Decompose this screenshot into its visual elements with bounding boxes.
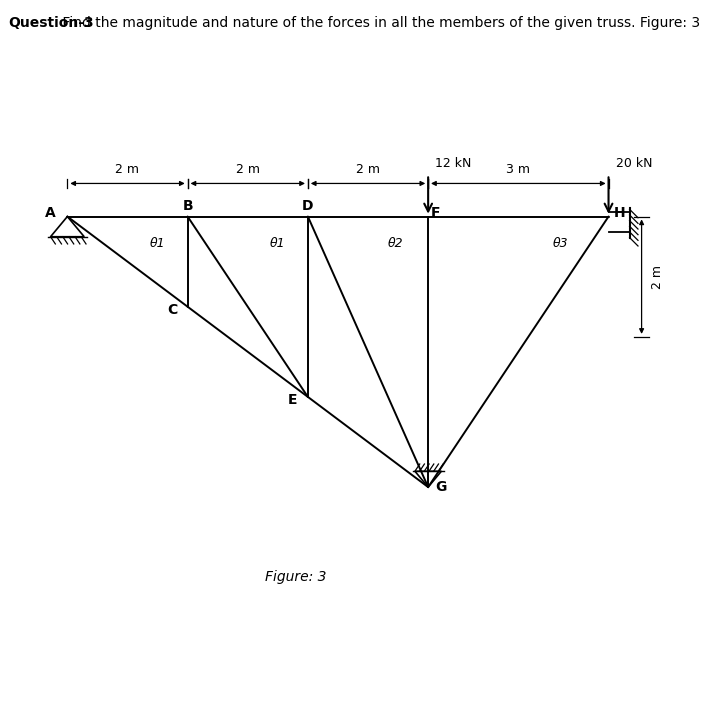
- Text: 3 m: 3 m: [506, 163, 531, 176]
- Text: B: B: [182, 198, 193, 213]
- Text: 2 m: 2 m: [356, 163, 380, 176]
- Text: Figure: 3: Figure: 3: [265, 571, 327, 584]
- Text: Question-3: Question-3: [9, 16, 94, 30]
- Text: F: F: [431, 206, 440, 220]
- Text: θ3: θ3: [552, 237, 568, 250]
- Text: Find the magnitude and nature of the forces in all the members of the given trus: Find the magnitude and nature of the for…: [58, 16, 700, 30]
- Text: C: C: [167, 303, 177, 316]
- Text: θ1: θ1: [270, 237, 286, 250]
- Text: 2 m: 2 m: [236, 163, 260, 176]
- Text: 2 m: 2 m: [651, 265, 664, 289]
- Text: E: E: [288, 393, 298, 407]
- Text: θ1: θ1: [150, 237, 165, 250]
- Text: D: D: [302, 198, 313, 213]
- Text: 20 kN: 20 kN: [615, 156, 652, 169]
- Text: 12 kN: 12 kN: [435, 156, 472, 169]
- Text: θ2: θ2: [387, 237, 403, 250]
- Text: H: H: [613, 206, 625, 220]
- Text: A: A: [45, 206, 56, 220]
- Text: 2 m: 2 m: [116, 163, 140, 176]
- Text: G: G: [436, 480, 447, 494]
